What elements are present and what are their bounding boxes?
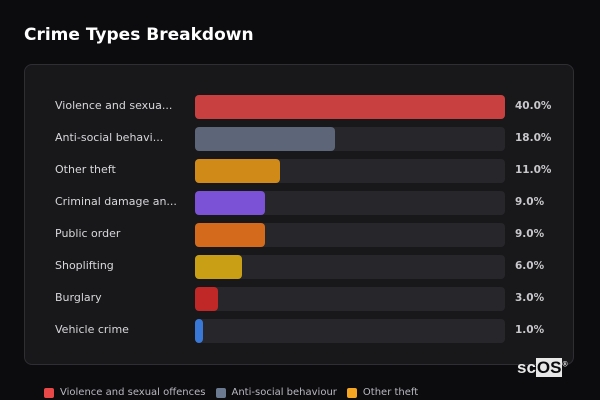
bar-track xyxy=(195,287,505,311)
bar xyxy=(195,287,219,311)
value-label: 3.0% xyxy=(515,292,545,304)
bar-row: Burglary 3.0% xyxy=(0,287,600,311)
value-label: 18.0% xyxy=(515,132,552,144)
bar-track xyxy=(195,159,505,183)
bar-row: Shoplifting 6.0% xyxy=(0,255,600,279)
bar-track xyxy=(195,191,505,215)
legend-label: Violence and sexual offences xyxy=(60,387,206,398)
category-label: Vehicle crime xyxy=(55,323,129,336)
bar xyxy=(195,255,242,279)
legend-swatch xyxy=(215,387,226,398)
bar xyxy=(195,223,265,247)
logo-prefix: sc xyxy=(517,358,536,377)
bar-row: Vehicle crime 1.0% xyxy=(0,319,600,343)
bar-track xyxy=(195,127,505,151)
bar-track xyxy=(195,319,505,343)
category-label: Criminal damage an... xyxy=(55,195,177,208)
bar-track xyxy=(195,223,505,247)
value-label: 9.0% xyxy=(515,228,545,240)
category-label: Burglary xyxy=(55,291,102,304)
legend-label: Anti-social behaviour xyxy=(231,387,337,398)
bar-row: Criminal damage an... 9.0% xyxy=(0,191,600,215)
legend-item[interactable]: Violence and sexual offences xyxy=(44,387,206,398)
logo: scOS® xyxy=(517,358,568,378)
bar xyxy=(195,159,281,183)
bar-row: Public order 9.0% xyxy=(0,223,600,247)
category-label: Other theft xyxy=(55,163,116,176)
category-label: Violence and sexua... xyxy=(55,99,173,112)
bar xyxy=(195,95,505,119)
bar-row: Other theft 11.0% xyxy=(0,159,600,183)
logo-mark: ® xyxy=(562,361,568,369)
value-label: 1.0% xyxy=(515,324,545,336)
category-label: Anti-social behavi... xyxy=(55,131,164,144)
legend-swatch xyxy=(346,387,357,398)
category-label: Public order xyxy=(55,227,121,240)
bar xyxy=(195,191,265,215)
bar-track xyxy=(195,255,505,279)
legend-swatch xyxy=(44,387,54,398)
chart-title: Crime Types Breakdown xyxy=(24,25,254,45)
value-label: 40.0% xyxy=(515,100,552,112)
logo-boxed: OS xyxy=(535,358,563,377)
legend-label: Other theft xyxy=(362,387,419,398)
category-label: Shoplifting xyxy=(55,259,114,272)
bar-track xyxy=(195,95,505,119)
bar xyxy=(195,319,203,343)
value-label: 6.0% xyxy=(515,260,545,272)
bar-row: Violence and sexua... 40.0% xyxy=(0,95,600,119)
value-label: 9.0% xyxy=(515,196,545,208)
legend: Violence and sexual offences Anti-social … xyxy=(44,387,418,398)
value-label: 11.0% xyxy=(515,164,552,176)
bar xyxy=(195,127,335,151)
legend-item[interactable]: Other theft xyxy=(346,387,419,398)
bar-row: Anti-social behavi... 18.0% xyxy=(0,127,600,151)
legend-item[interactable]: Anti-social behaviour xyxy=(215,387,337,398)
